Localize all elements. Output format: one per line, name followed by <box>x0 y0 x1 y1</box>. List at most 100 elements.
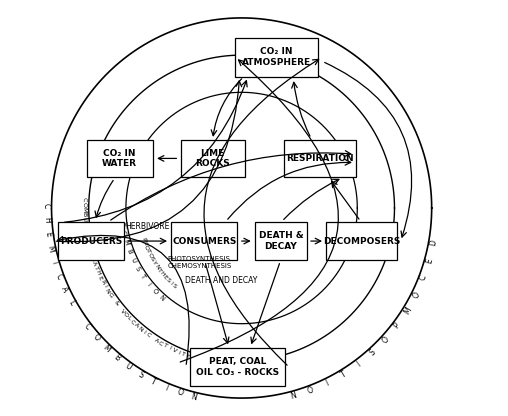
Text: RESPIRATION: RESPIRATION <box>287 154 354 163</box>
Text: V: V <box>171 347 177 354</box>
FancyBboxPatch shape <box>181 140 245 177</box>
Text: &: & <box>112 300 119 307</box>
Text: O: O <box>151 288 158 296</box>
Text: R: R <box>99 279 106 285</box>
Text: S: S <box>149 256 155 262</box>
Text: I: I <box>50 260 59 265</box>
Text: O: O <box>411 290 422 300</box>
FancyBboxPatch shape <box>255 223 307 260</box>
Text: L: L <box>126 316 132 322</box>
Text: M: M <box>101 343 112 354</box>
Text: T: T <box>181 352 186 358</box>
Text: I: I <box>83 233 88 236</box>
Text: O: O <box>122 312 129 319</box>
Text: I: I <box>145 282 151 287</box>
Text: S: S <box>165 277 171 284</box>
Text: U: U <box>129 257 137 264</box>
FancyBboxPatch shape <box>235 37 318 77</box>
Text: C: C <box>81 197 86 202</box>
Text: S: S <box>172 283 178 290</box>
Text: E: E <box>424 258 434 264</box>
Text: T: T <box>145 249 151 254</box>
Text: PRODUCERS: PRODUCERS <box>59 237 122 245</box>
Text: LIME
ROCKS: LIME ROCKS <box>195 149 230 168</box>
Text: HERBIVORE: HERBIVORE <box>125 222 170 231</box>
Text: C: C <box>54 272 64 280</box>
Text: L: L <box>66 299 76 307</box>
Text: DEATH AND DECAY: DEATH AND DECAY <box>185 276 257 285</box>
Text: U: U <box>81 217 87 222</box>
Text: T: T <box>82 227 88 232</box>
Text: I: I <box>324 379 330 388</box>
Text: S: S <box>136 370 145 380</box>
Text: V: V <box>119 308 125 314</box>
Text: O: O <box>380 334 391 345</box>
Text: B: B <box>112 353 122 363</box>
Text: A: A <box>59 285 70 294</box>
Text: H: H <box>42 217 52 223</box>
Text: H: H <box>158 270 166 277</box>
Text: CO₂ IN
WATER: CO₂ IN WATER <box>102 149 137 168</box>
Text: I: I <box>168 346 172 351</box>
Text: DEATH &
DECAY: DEATH & DECAY <box>259 231 303 251</box>
Text: N: N <box>289 391 297 401</box>
Text: PEAT, COAL
OIL CO₃ - ROCKS: PEAT, COAL OIL CO₃ - ROCKS <box>196 357 279 377</box>
Text: C: C <box>145 332 151 339</box>
Text: M: M <box>402 305 413 316</box>
Text: T: T <box>339 369 347 379</box>
Text: C: C <box>157 340 164 347</box>
Text: CONSUMERS: CONSUMERS <box>172 237 237 245</box>
Text: A: A <box>91 261 97 267</box>
Text: I: I <box>164 383 169 392</box>
Text: E: E <box>162 274 168 280</box>
Text: C: C <box>82 322 92 332</box>
Text: O: O <box>84 237 90 243</box>
FancyBboxPatch shape <box>87 140 153 177</box>
Text: O: O <box>143 244 149 250</box>
Text: N: N <box>137 325 144 332</box>
Text: C: C <box>419 274 429 282</box>
Text: C: C <box>42 203 51 208</box>
Text: O: O <box>120 230 127 236</box>
FancyBboxPatch shape <box>326 223 397 260</box>
Text: A: A <box>133 322 140 329</box>
Text: B: B <box>125 248 133 255</box>
Text: M: M <box>46 244 56 253</box>
Text: M: M <box>81 207 86 212</box>
Text: Y: Y <box>151 260 157 266</box>
Text: T: T <box>156 267 163 273</box>
Text: T: T <box>162 343 168 349</box>
Text: N: N <box>85 242 91 247</box>
Text: P: P <box>140 237 146 241</box>
Text: S: S <box>368 348 377 357</box>
Text: E: E <box>97 275 103 280</box>
Text: A: A <box>153 338 160 344</box>
FancyBboxPatch shape <box>58 223 124 260</box>
Text: E: E <box>44 231 53 237</box>
Text: S: S <box>134 265 141 272</box>
Text: U: U <box>123 362 133 372</box>
Text: D: D <box>429 239 438 247</box>
Text: PHOTOSYNTHESIS
CHEMOSYNTHESIS: PHOTOSYNTHESIS CHEMOSYNTHESIS <box>167 255 232 268</box>
Text: I: I <box>177 350 180 355</box>
Text: T: T <box>139 273 146 280</box>
Text: I: I <box>355 360 362 369</box>
Text: H: H <box>141 240 148 246</box>
FancyBboxPatch shape <box>171 223 237 260</box>
FancyBboxPatch shape <box>284 140 356 177</box>
Text: S: S <box>82 222 87 227</box>
FancyBboxPatch shape <box>190 349 285 386</box>
Text: P: P <box>392 321 402 330</box>
Text: T: T <box>149 377 157 387</box>
Text: T: T <box>93 266 99 271</box>
Text: O: O <box>91 333 102 343</box>
Text: O: O <box>306 385 315 396</box>
Text: N: N <box>153 263 160 270</box>
Text: W: W <box>87 250 94 258</box>
Text: B: B <box>81 212 86 217</box>
Text: DECOMPOSERS: DECOMPOSERS <box>323 237 400 245</box>
Text: I: I <box>142 329 146 334</box>
Text: O: O <box>81 202 86 207</box>
Text: Y: Y <box>185 354 190 359</box>
Text: H: H <box>94 270 101 276</box>
